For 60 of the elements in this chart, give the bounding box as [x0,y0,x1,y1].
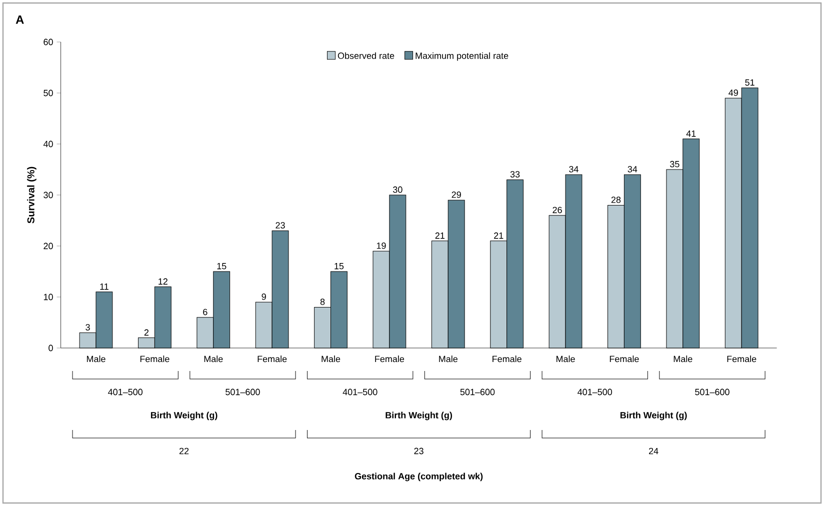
data-label: 51 [745,79,754,86]
x-tick-label: Male [439,356,458,362]
data-label: 11 [100,284,108,290]
data-label: 8 [320,298,325,306]
data-label: 15 [217,263,226,270]
x-tick-label: Male [322,356,340,362]
y-tick-label: 20 [44,242,53,250]
data-label: 21 [494,232,504,239]
y-tick-label: 10 [44,294,53,300]
data-label: 34 [628,166,638,172]
text: 22 [179,448,189,454]
text: Birth Weight (g) [150,412,218,420]
text: 24 [649,448,658,454]
data-label: 21 [435,232,444,239]
y-tick-label: 50 [44,90,53,96]
x-tick-label: Female [727,356,756,362]
text: 501–600 [695,388,730,396]
x-tick-label: Male [674,356,692,362]
x-tick-label: Male [556,356,575,362]
data-label: 30 [393,186,402,193]
text: 501–600 [226,388,260,396]
text: 23 [414,448,424,454]
x-tick-label: Female [375,356,404,362]
y-tick-label: 30 [44,192,53,198]
chart-title: A [16,16,24,24]
text: 401–500 [578,388,612,396]
data-label: 33 [510,171,520,178]
data-label: 9 [262,294,266,300]
legend-label: Observed rate [338,52,394,59]
y-axis-title: Survival (%) [27,166,36,224]
text: Gestional Age (completed wk) [354,472,483,482]
x-tick-label: Female [140,356,170,362]
x-tick-label: Male [204,356,223,362]
text: Birth Weight (g) [386,412,452,420]
y-tick-label: 40 [43,140,53,148]
data-label: 26 [552,206,562,214]
text: 501–600 [460,388,495,396]
text: Birth Weight (g) [620,412,687,420]
data-label: 6 [203,308,208,316]
data-label: 3 [86,324,90,331]
data-label: 15 [334,263,344,270]
x-tick-label: Female [492,356,522,362]
data-label: 12 [158,278,168,285]
x-tick-label: Female [610,356,639,362]
data-label: 23 [276,222,285,229]
data-label: 28 [611,196,621,204]
x-tick-label: Male [86,356,106,362]
legend-label: Maximum potential rate [416,52,508,61]
y-tick-label: 0 [48,344,53,352]
x-tick-label: Female [258,356,287,362]
data-label: 41 [686,130,696,137]
data-label: 49 [728,90,738,96]
text: 401–500 [108,388,143,396]
data-label: 34 [569,166,578,172]
data-label: 19 [376,242,386,249]
text: 401–500 [342,388,378,396]
data-label: 2 [144,329,149,336]
data-label: 29 [452,192,461,198]
data-label: 35 [670,160,680,168]
y-tick-label: 60 [44,38,53,46]
